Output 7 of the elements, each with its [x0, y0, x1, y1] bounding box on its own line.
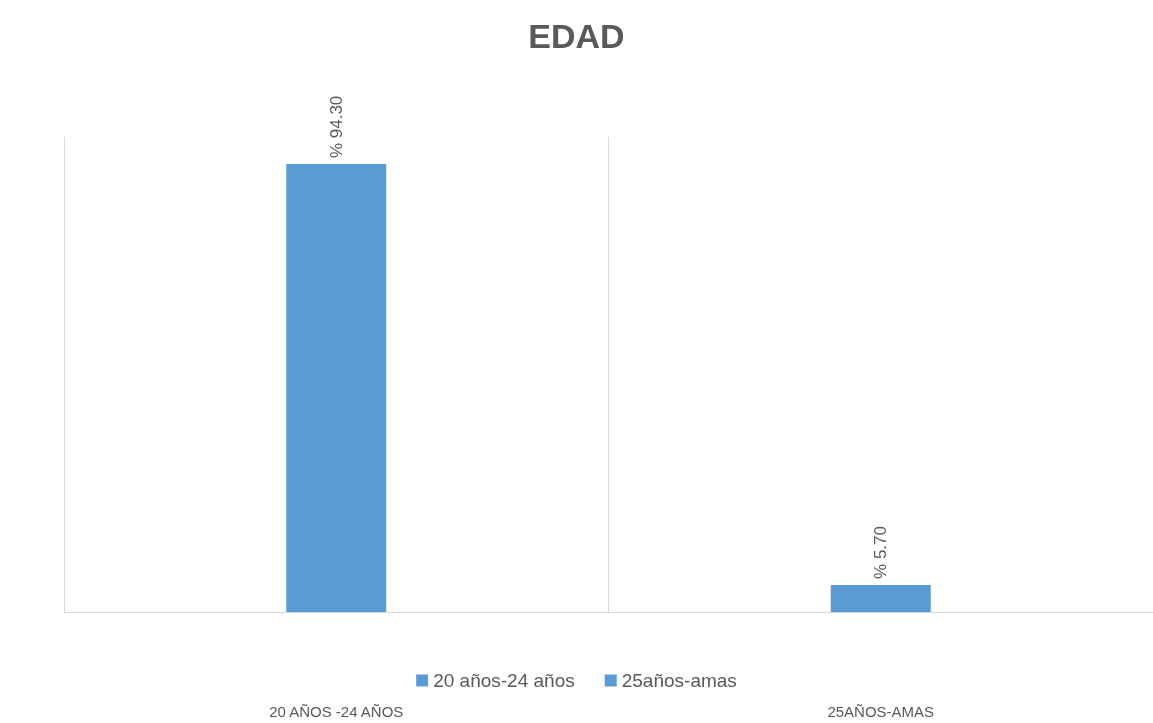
data-label: % 5.70: [871, 525, 891, 579]
legend-label: 20 años-24 años: [433, 670, 575, 691]
legend-label: 25años-amas: [621, 670, 737, 691]
data-label: % 94.30: [326, 95, 346, 159]
x-tick-label: 25AÑOS-AMAS: [827, 703, 935, 720]
chart-title: EDAD: [528, 17, 625, 55]
x-tick-label: 20 AÑOS -24 AÑOS: [269, 703, 404, 720]
